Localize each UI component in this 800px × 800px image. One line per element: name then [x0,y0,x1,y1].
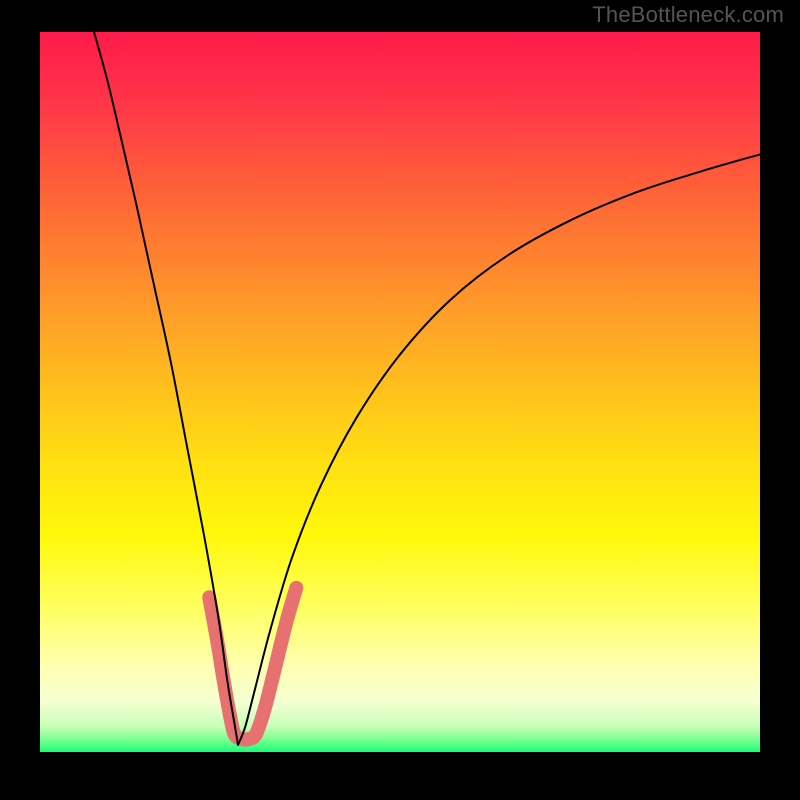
plot-area [40,32,760,752]
salmon-valley-marker [209,588,296,740]
watermark-text: TheBottleneck.com [592,2,784,28]
bottleneck-curve-right [238,154,760,744]
stage: TheBottleneck.com [0,0,800,800]
curve-layer [40,32,760,752]
